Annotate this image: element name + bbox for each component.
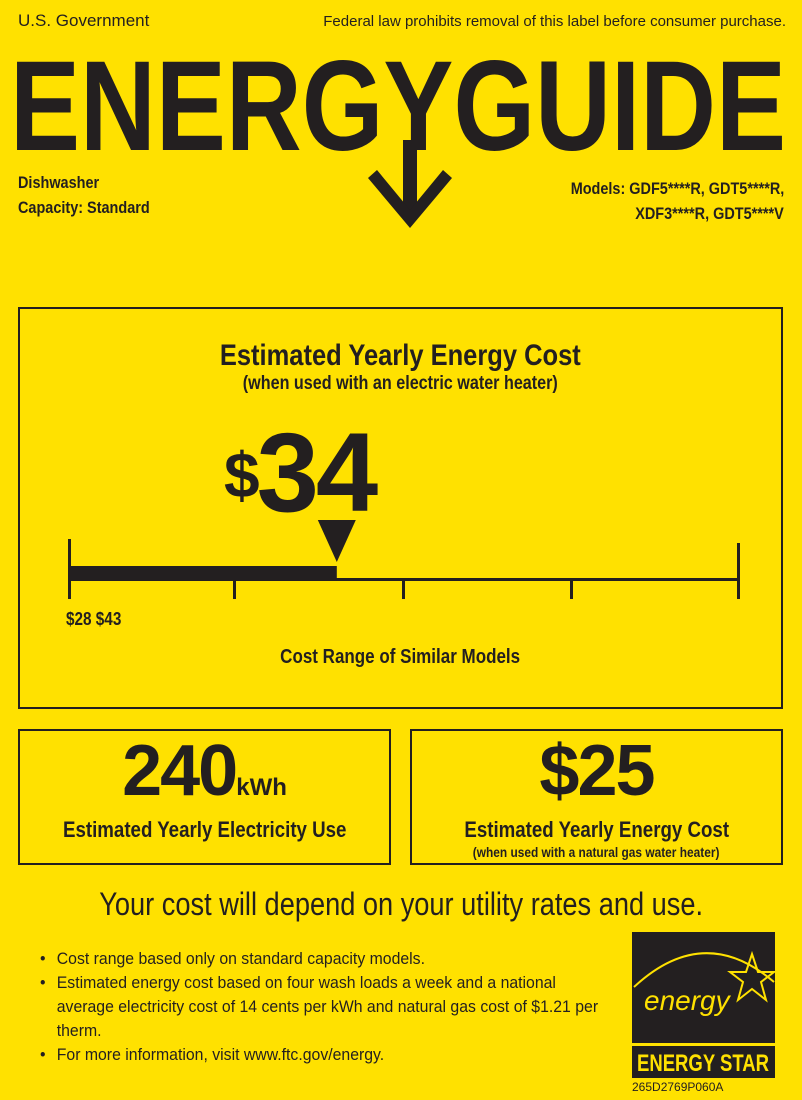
energy-star-logo: energy ENERGY STAR: [632, 932, 776, 1078]
range-label: Cost Range of Similar Models: [280, 646, 521, 668]
scale-right-tick: [737, 543, 740, 599]
removal-notice: Federal law prohibits removal of this la…: [323, 13, 786, 30]
scale-tick: [233, 579, 236, 599]
electricity-box: 240kWh Estimated Yearly Electricity Use: [18, 729, 391, 865]
energyguide-logo: ENERGYGUIDE: [10, 40, 786, 228]
currency-symbol: $: [224, 439, 260, 511]
energy-script: energy: [644, 985, 732, 1016]
scale-tick: [402, 579, 405, 599]
cost-range-scale: [68, 520, 740, 599]
gas-cost-value: $25: [539, 731, 655, 811]
energy-star-label: ENERGY STAR: [637, 1050, 769, 1077]
arrow-down-icon: [368, 140, 452, 228]
product-type: Dishwasher: [18, 173, 100, 192]
main-cost-value: 34: [256, 410, 379, 535]
main-cost-box: Estimated Yearly Energy Cost (when used …: [18, 307, 783, 709]
scale-tick: [570, 579, 573, 599]
depend-text: Your cost will depend on your utility ra…: [99, 886, 703, 922]
bullet-item: • For more information, visit www.ftc.gov…: [40, 1045, 385, 1064]
models-line1: Models: GDF5****R, GDT5****R,: [570, 179, 784, 198]
energyguide-title: ENERGYGUIDE: [10, 40, 786, 178]
gas-cost-label: Estimated Yearly Energy Cost: [464, 817, 729, 842]
capacity: Capacity: Standard: [18, 198, 150, 217]
label-code: 265D2769P060A: [632, 1080, 724, 1094]
main-cost-subtitle: (when used with an electric water heater…: [242, 373, 559, 394]
gas-cost-sublabel: (when used with a natural gas water heat…: [473, 844, 720, 860]
gas-cost-box: $25 Estimated Yearly Energy Cost (when u…: [410, 729, 783, 865]
gov-label: U.S. Government: [18, 11, 150, 30]
range-low: $28: [66, 609, 92, 629]
main-cost-title: Estimated Yearly Energy Cost: [220, 339, 581, 372]
cost-marker-triangle: [317, 520, 356, 562]
scale-fill-bar: [68, 566, 337, 581]
models-line2: XDF3****R, GDT5****V: [635, 204, 784, 223]
electricity-value: 240: [122, 731, 238, 811]
electricity-unit: kWh: [236, 774, 287, 801]
bullet-item: • Cost range based only on standard capac…: [40, 949, 425, 968]
electricity-label: Estimated Yearly Electricity Use: [62, 817, 347, 842]
bullet-item: • Estimated energy cost based on four was…: [40, 973, 599, 1040]
bullet-list: • Cost range based only on standard capac…: [40, 947, 600, 1067]
range-high: $43: [95, 609, 122, 629]
